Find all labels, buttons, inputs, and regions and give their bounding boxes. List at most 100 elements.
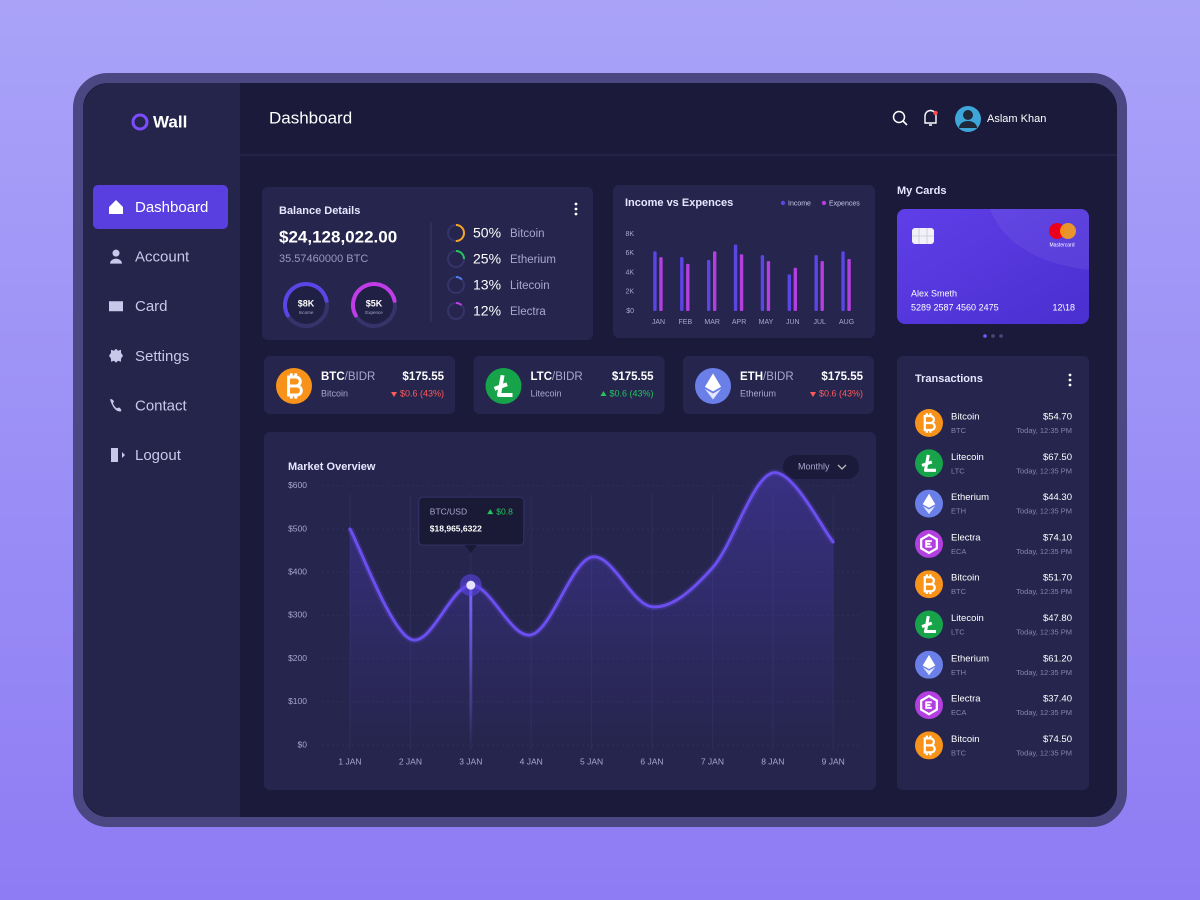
highlight-point[interactable]: [466, 580, 476, 590]
nav-icon[interactable]: [109, 348, 123, 363]
transaction-amount: $37.40: [1043, 694, 1072, 705]
nav-active-bg[interactable]: [93, 185, 228, 229]
ticker-price: $175.55: [612, 371, 654, 383]
legend-label: Income: [788, 200, 811, 207]
nav-icon-shape[interactable]: [109, 301, 123, 312]
sidebar: [83, 83, 240, 817]
balance-card: [262, 187, 593, 340]
bar: [706, 259, 711, 311]
search-button[interactable]: [892, 110, 908, 126]
nav-item[interactable]: Contact: [135, 397, 188, 414]
x-tick-label: 6 JAN: [640, 756, 663, 766]
notifications-button[interactable]: [924, 109, 938, 126]
nav-icon-shape[interactable]: [110, 249, 122, 264]
y-tick-label: 4K: [625, 269, 634, 276]
nav-item[interactable]: Account: [135, 249, 190, 266]
nav-icon[interactable]: [110, 399, 122, 412]
nav-icon-shape[interactable]: [110, 399, 122, 412]
coin-icon: [915, 489, 943, 518]
y-tick-label: 8K: [625, 231, 634, 238]
transaction-time: Today, 12:35 PM: [1016, 627, 1072, 636]
nav-icon-shape[interactable]: [109, 348, 123, 363]
nav-icon[interactable]: [110, 249, 122, 264]
transaction-amount: $51.70: [1043, 573, 1072, 584]
tooltip-pointer: [464, 545, 477, 554]
y-tick-label: $500: [288, 523, 307, 533]
transaction-symbol: BTC: [951, 587, 967, 596]
trend-arrow: [600, 391, 607, 396]
transaction-symbol: BTC: [951, 426, 967, 435]
transactions-menu[interactable]: [1068, 373, 1072, 387]
ticker-base: BTC: [321, 371, 345, 383]
nav-item[interactable]: Logout: [135, 447, 182, 464]
tooltip-price: $18,965,6322: [430, 523, 482, 533]
bar: [820, 260, 824, 311]
transaction-time: Today, 12:35 PM: [1016, 587, 1072, 596]
price-line: [348, 471, 835, 642]
tooltip-line: [469, 585, 473, 745]
transaction-time: Today, 12:35 PM: [1016, 466, 1072, 475]
x-tick-label: 3 JAN: [459, 756, 482, 766]
period-dropdown[interactable]: [783, 455, 859, 479]
x-tick-label: FEB: [679, 319, 693, 326]
nav-icon[interactable]: [109, 200, 123, 214]
x-tick-label: JUN: [786, 319, 800, 326]
allocation-percent: 12%: [473, 303, 501, 319]
x-tick-label: 2 JAN: [399, 756, 422, 766]
transaction-time: Today, 12:35 PM: [1016, 748, 1072, 757]
ticker-price: $175.55: [821, 371, 863, 383]
bar: [653, 251, 657, 311]
bar: [739, 254, 744, 311]
transaction-amount: $47.80: [1043, 613, 1072, 624]
nav-item[interactable]: Dashboard: [135, 199, 208, 216]
transaction-name: Litecoin: [951, 613, 984, 624]
bar: [760, 255, 765, 311]
y-tick-label: $400: [288, 566, 307, 576]
ticker-card[interactable]: [683, 356, 874, 414]
legend-label: Expences: [829, 200, 860, 207]
coin-icon: [695, 368, 731, 404]
nav-item[interactable]: Card: [135, 298, 168, 315]
credit-card[interactable]: [897, 209, 1089, 324]
bar: [847, 259, 851, 311]
transaction-name: Electra: [951, 694, 981, 705]
balance-menu[interactable]: [574, 202, 578, 216]
coin-icon: [485, 368, 522, 404]
tooltip-arrow: [487, 509, 494, 515]
income-title: Income vs Expences: [625, 197, 733, 209]
coin-icon: [915, 731, 943, 760]
transaction-time: Today, 12:35 PM: [1016, 708, 1072, 717]
ticker-card[interactable]: [473, 356, 665, 414]
ticker-card[interactable]: [264, 356, 455, 414]
transaction-time: Today, 12:35 PM: [1016, 507, 1072, 516]
gauge-label: Expence: [365, 310, 383, 315]
ticker-change: $0.6 (43%): [400, 388, 444, 398]
nav-icon[interactable]: [109, 301, 123, 312]
x-tick-label: AUG: [839, 319, 854, 326]
y-tick-label: 2K: [625, 289, 634, 296]
tooltip-box: [418, 496, 525, 546]
x-tick-label: MAY: [759, 319, 774, 326]
user-avatar[interactable]: [955, 106, 981, 132]
cards-title: My Cards: [897, 185, 947, 197]
transaction-symbol: ECA: [951, 547, 966, 556]
y-tick-label: $600: [288, 480, 307, 490]
x-tick-label: APR: [732, 319, 746, 326]
period-label[interactable]: Monthly: [798, 461, 830, 471]
transaction-name: Bitcoin: [951, 412, 980, 423]
market-title: Market Overview: [288, 461, 376, 473]
nav-item[interactable]: Settings: [135, 348, 189, 365]
transaction-amount: $67.50: [1043, 452, 1072, 463]
nav-icon[interactable]: [111, 448, 125, 462]
gauge-arc: [351, 282, 397, 328]
balance-btc: 35.57460000 BTC: [279, 253, 368, 265]
nav-icon-shape[interactable]: [111, 448, 125, 462]
transaction-name: Litecoin: [951, 452, 984, 463]
allocation-percent: 50%: [473, 225, 501, 241]
card-pager[interactable]: [983, 334, 1003, 338]
user-name[interactable]: Aslam Khan: [987, 113, 1046, 125]
nav-icon-shape[interactable]: [109, 200, 123, 214]
coin-icon: [915, 650, 943, 679]
bar: [680, 257, 684, 311]
transaction-amount: $54.70: [1043, 412, 1072, 423]
